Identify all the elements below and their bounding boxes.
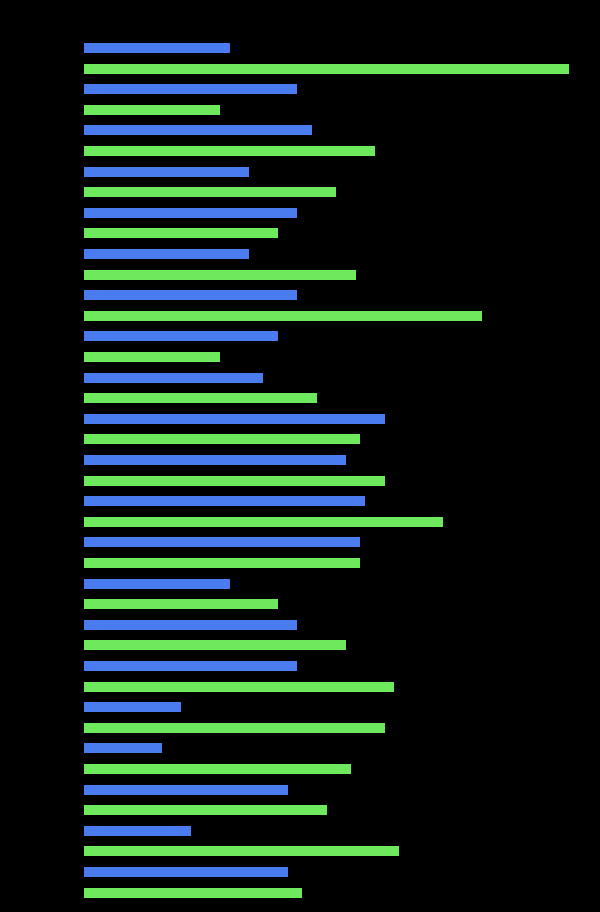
- bar-24: [84, 537, 360, 547]
- bar-13: [84, 311, 482, 321]
- bar-12: [84, 290, 297, 300]
- bar-28: [84, 620, 297, 630]
- bar-27: [84, 599, 278, 609]
- bar-39: [84, 846, 399, 856]
- bar-23: [84, 517, 443, 527]
- bar-25: [84, 558, 360, 568]
- bar-19: [84, 434, 360, 444]
- bar-2: [84, 84, 297, 94]
- bar-6: [84, 167, 249, 177]
- bar-18: [84, 414, 385, 424]
- bar-9: [84, 228, 278, 238]
- bar-14: [84, 331, 278, 341]
- bar-29: [84, 640, 346, 650]
- bar-41: [84, 888, 302, 898]
- bar-20: [84, 455, 346, 465]
- bar-16: [84, 373, 263, 383]
- bar-15: [84, 352, 220, 362]
- bar-3: [84, 105, 220, 115]
- bar-38: [84, 826, 191, 836]
- bar-8: [84, 208, 297, 218]
- bar-0: [84, 43, 230, 53]
- horizontal-bar-chart: [0, 0, 600, 912]
- bar-4: [84, 125, 312, 135]
- bar-26: [84, 579, 230, 589]
- bar-17: [84, 393, 317, 403]
- bar-31: [84, 682, 394, 692]
- bar-36: [84, 785, 288, 795]
- bar-37: [84, 805, 327, 815]
- bar-34: [84, 743, 162, 753]
- bar-7: [84, 187, 336, 197]
- bar-22: [84, 496, 365, 506]
- bar-33: [84, 723, 385, 733]
- bar-1: [84, 64, 569, 74]
- bar-35: [84, 764, 351, 774]
- bar-30: [84, 661, 297, 671]
- bar-10: [84, 249, 249, 259]
- bar-40: [84, 867, 288, 877]
- bar-11: [84, 270, 356, 280]
- bar-32: [84, 702, 181, 712]
- bar-5: [84, 146, 375, 156]
- bar-21: [84, 476, 385, 486]
